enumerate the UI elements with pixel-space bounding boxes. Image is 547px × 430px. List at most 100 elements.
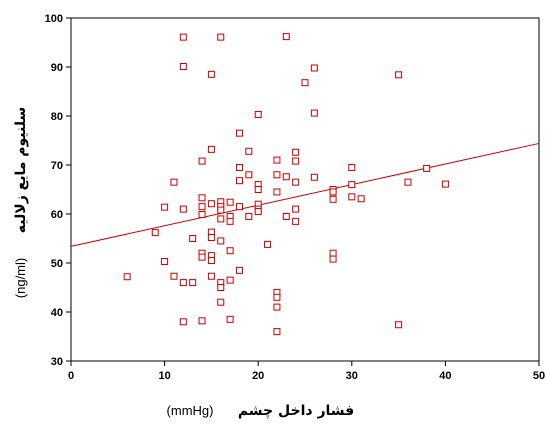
data-point [170, 272, 178, 280]
data-point [151, 229, 159, 237]
data-point [226, 198, 234, 206]
data-point [245, 212, 253, 220]
y-tick-label: 40 [51, 307, 63, 319]
data-point [207, 145, 215, 153]
regression-line [70, 142, 540, 247]
x-tick-label: 0 [68, 370, 74, 382]
data-point [292, 217, 300, 225]
data-point [254, 186, 262, 193]
data-point [273, 156, 281, 164]
data-point [329, 255, 337, 263]
data-point [357, 195, 365, 203]
tick-labels: 0 10 20 30 40 50 30 40 50 60 70 80 90 100 [45, 13, 545, 382]
data-point [198, 194, 206, 202]
data-point [207, 70, 215, 78]
y-tick-label: 80 [51, 111, 63, 123]
y-axis-title: سلنیوم مایع زلالیه [13, 107, 29, 233]
data-point [245, 147, 253, 155]
data-point [226, 276, 234, 284]
data-point [179, 318, 187, 326]
regression-line-group [70, 142, 540, 247]
x-axis-title: فشار داخل چشم [238, 403, 354, 419]
data-point [123, 273, 131, 281]
data-point [329, 188, 337, 196]
data-point [282, 33, 290, 41]
x-tick-label: 10 [158, 370, 170, 382]
data-point [198, 317, 206, 325]
data-point [189, 279, 197, 287]
data-point [217, 206, 225, 214]
data-point [207, 272, 215, 280]
data-point [273, 293, 281, 301]
data-point [207, 234, 215, 242]
y-tick-label: 50 [51, 258, 63, 270]
data-point [423, 164, 431, 172]
data-point [254, 111, 262, 119]
data-point [292, 205, 300, 213]
data-point [245, 171, 253, 179]
data-point [310, 64, 318, 72]
data-point [207, 257, 215, 265]
data-point [441, 180, 449, 188]
x-tick-label: 30 [346, 370, 358, 382]
data-point [217, 298, 225, 306]
data-point [301, 79, 309, 87]
data-point [273, 328, 281, 336]
data-point [273, 171, 281, 179]
data-point [217, 33, 225, 41]
data-point [179, 33, 187, 41]
data-point [329, 195, 337, 203]
y-tick-label: 90 [51, 62, 63, 74]
data-point [282, 212, 290, 220]
data-point [292, 157, 300, 165]
data-point [292, 148, 300, 156]
data-point [179, 63, 187, 71]
data-point [226, 247, 234, 255]
data-point [235, 129, 243, 137]
data-point [310, 109, 318, 117]
data-point [235, 266, 243, 274]
data-point [395, 71, 403, 79]
data-point [226, 315, 234, 323]
x-tick-label: 50 [533, 370, 545, 382]
data-point [235, 203, 243, 211]
data-point [348, 193, 356, 201]
data-point [217, 215, 225, 223]
data-point [235, 163, 243, 171]
data-point [170, 178, 178, 186]
data-point [292, 178, 300, 186]
y-tick-label: 70 [51, 160, 63, 172]
data-point [198, 157, 206, 165]
y-tick-label: 60 [51, 209, 63, 221]
data-point [198, 203, 206, 211]
y-tick-label: 30 [51, 356, 63, 368]
x-tick-label: 40 [439, 370, 451, 382]
data-point [217, 284, 225, 291]
y-axis-unit: (ng/ml) [13, 258, 28, 298]
data-point [198, 210, 206, 218]
data-point [161, 258, 169, 266]
plot-frame [70, 17, 540, 362]
data-point [273, 188, 281, 196]
data-point [348, 181, 356, 189]
data-point [161, 203, 169, 211]
data-points [123, 33, 449, 336]
data-point [179, 205, 187, 213]
data-point [207, 200, 215, 208]
data-point [404, 178, 412, 186]
data-point [282, 173, 290, 181]
data-point [254, 208, 262, 216]
data-point [273, 303, 281, 311]
data-point [235, 177, 243, 185]
data-point [348, 163, 356, 171]
data-point [310, 173, 318, 181]
y-tick-label: 100 [45, 13, 63, 25]
data-point [329, 249, 337, 257]
data-point [198, 253, 206, 261]
data-point [179, 279, 187, 287]
data-point [217, 237, 225, 245]
data-point [264, 240, 272, 248]
data-point [395, 321, 403, 329]
axes [66, 17, 540, 366]
